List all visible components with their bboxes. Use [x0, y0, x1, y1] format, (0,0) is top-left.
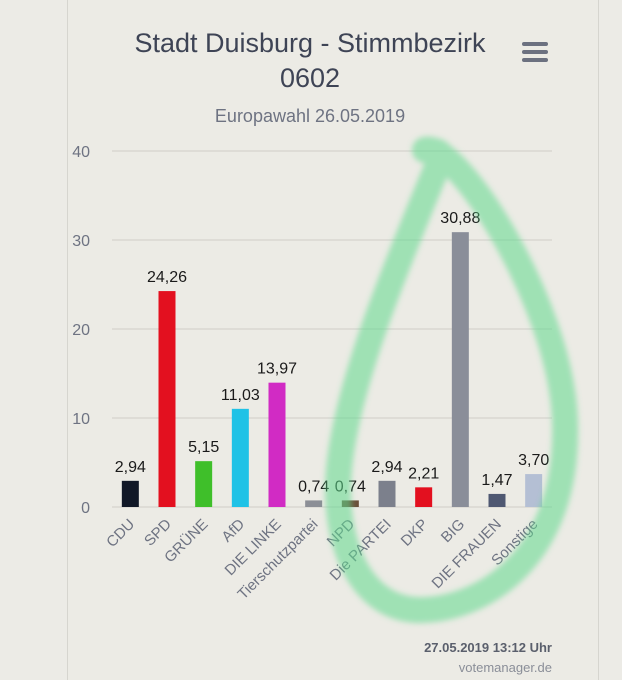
- bar-afd[interactable]: [231, 408, 249, 507]
- data-label: 5,15: [188, 439, 219, 456]
- data-label: 11,03: [221, 387, 260, 404]
- y-tick-label: 10: [72, 411, 90, 428]
- x-tick-label: CDU: [103, 516, 138, 551]
- y-tick-label: 30: [72, 233, 90, 250]
- chart-title-line2: 0602: [279, 63, 341, 93]
- green-highlight-marker-stroke: [325, 136, 579, 623]
- bar-die-frauen[interactable]: [488, 493, 506, 507]
- bar-dkp[interactable]: [415, 487, 433, 507]
- bar-tierschutzpartei[interactable]: [305, 500, 323, 507]
- bar-spd[interactable]: [158, 291, 176, 507]
- data-label: 13,97: [257, 361, 297, 378]
- chart-title: Stadt Duisburg - Stimmbezirk 0602: [90, 26, 530, 96]
- chart-title-line1: Stadt Duisburg - Stimmbezirk: [134, 28, 486, 58]
- data-label: 1,47: [481, 472, 512, 489]
- data-label: 3,70: [518, 452, 549, 469]
- data-label: 2,94: [115, 459, 146, 476]
- data-label: 30,88: [440, 210, 480, 227]
- x-tick-label: BIG: [438, 516, 468, 546]
- y-tick-label: 40: [72, 144, 90, 161]
- y-tick-label: 20: [72, 322, 90, 339]
- hamburger-menu-icon[interactable]: [520, 40, 550, 64]
- bar-grüne[interactable]: [195, 461, 213, 507]
- y-tick-label: 0: [81, 500, 90, 517]
- data-label: 24,26: [147, 269, 187, 286]
- x-tick-label: AfD: [218, 516, 248, 546]
- bar-die-linke[interactable]: [268, 382, 286, 507]
- footer-timestamp: 27.05.2019 13:12 Uhr: [424, 640, 552, 655]
- bar-big[interactable]: [451, 232, 469, 507]
- data-label: 2,21: [408, 465, 439, 482]
- data-label: 2,94: [371, 459, 402, 476]
- chart-subtitle: Europawahl 26.05.2019: [214, 106, 406, 126]
- data-label: 0,74: [298, 478, 329, 495]
- x-tick-label: DKP: [398, 516, 432, 550]
- bar-cdu[interactable]: [121, 480, 139, 507]
- bar-sonstige[interactable]: [525, 474, 543, 507]
- bar-die-partei[interactable]: [378, 480, 396, 507]
- footer-credit-link[interactable]: votemanager.de: [458, 660, 552, 675]
